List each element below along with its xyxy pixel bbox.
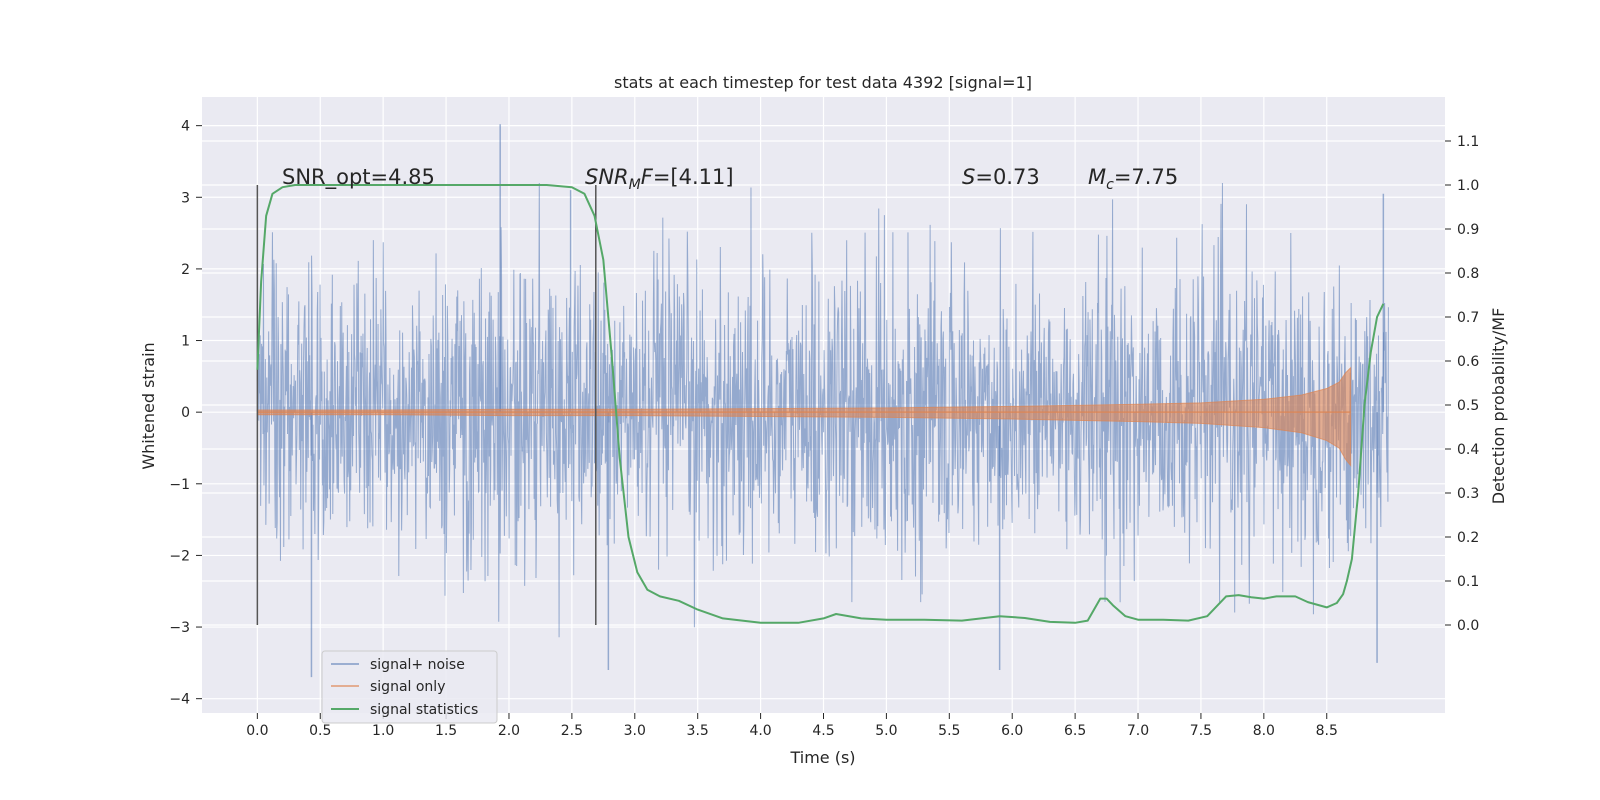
x-tick-label: 2.5 — [561, 723, 583, 739]
annotation-mc: Mc=7.75 — [1088, 165, 1178, 193]
y-right-tick-label: 0.6 — [1457, 354, 1479, 370]
vertical-markers — [256, 185, 597, 625]
signal-plus-noise-trace — [256, 182, 1389, 638]
x-tick-label: 5.5 — [938, 723, 960, 739]
x-tick-label: 3.0 — [624, 723, 646, 739]
mc-value: =7.75 — [1114, 165, 1178, 189]
y-left-tick-label: 1 — [181, 334, 190, 350]
mc-subscript: c — [1106, 177, 1114, 193]
x-tick-label: 6.5 — [1064, 723, 1086, 739]
y-right-tick-label: 0.8 — [1457, 266, 1479, 282]
x-tick-label: 4.5 — [812, 723, 834, 739]
y-right-tick-label: 0.0 — [1457, 618, 1479, 634]
y-left-tick-label: 3 — [181, 190, 190, 206]
y-right-axis-ticks: 1.1 1.0 0.9 0.8 0.7 0.6 0.5 0.4 0.3 0.2 0.1 0.0 — [1445, 134, 1479, 634]
y-right-tick-label: 0.4 — [1457, 442, 1479, 458]
snr-mf-value: =[4.11] — [653, 165, 734, 189]
x-tick-label: 7.5 — [1190, 723, 1212, 739]
series-signal-plus-noise — [256, 124, 1389, 678]
chart-title: stats at each timestep for test data 439… — [614, 73, 1032, 92]
x-tick-label: 8.0 — [1253, 723, 1275, 739]
annotation-s: S=0.73 — [962, 165, 1040, 189]
legend-label-signal-plus-noise: signal+ noise — [370, 657, 465, 673]
legend-label-signal-statistics: signal statistics — [370, 702, 478, 718]
x-tick-label: 0.0 — [246, 723, 268, 739]
x-axis-ticks: 0.0 0.5 1.0 1.5 2.0 2.5 3.0 3.5 4.0 4.5 5.0 5.5 6.0 6… — [246, 713, 1338, 739]
x-tick-label: 4.0 — [749, 723, 771, 739]
y-right-tick-label: 0.1 — [1457, 574, 1479, 590]
snr-mf-symbol-f: F — [641, 165, 654, 189]
y-right-tick-label: 0.7 — [1457, 310, 1479, 326]
x-tick-label: 2.0 — [498, 723, 520, 739]
legend-label-signal-only: signal only — [370, 679, 445, 695]
series-signal-only — [256, 366, 1352, 467]
x-axis-label: Time (s) — [789, 748, 855, 767]
signal-statistics-line — [256, 184, 1385, 624]
y-left-tick-label: −3 — [169, 620, 190, 636]
y-left-tick-label: −4 — [169, 692, 190, 708]
s-value: =0.73 — [975, 165, 1039, 189]
y-right-tick-label: 0.5 — [1457, 398, 1479, 414]
x-tick-label: 5.0 — [875, 723, 897, 739]
y-right-tick-label: 1.0 — [1457, 178, 1479, 194]
x-tick-label: 7.0 — [1127, 723, 1149, 739]
y-right-tick-label: 1.1 — [1457, 134, 1479, 150]
y-right-tick-label: 0.3 — [1457, 486, 1479, 502]
series-signal-statistics — [256, 184, 1385, 624]
legend: signal+ noise signal only signal statist… — [321, 650, 498, 724]
signal-only-envelope — [256, 366, 1352, 467]
y-left-tick-label: −2 — [169, 548, 190, 564]
annotation-snr-mf: SNRMF=[4.11] — [585, 165, 734, 193]
y-left-tick-label: 2 — [181, 262, 190, 278]
snr-mf-subscript: M — [629, 177, 641, 193]
y-left-tick-label: 0 — [181, 405, 190, 421]
y-left-tick-label: −1 — [169, 477, 190, 493]
x-tick-label: 8.5 — [1316, 723, 1338, 739]
y-left-axis-ticks: 4 3 2 1 0 −1 −2 −3 −4 — [169, 119, 202, 708]
y-right-axis-label: Detection probability/MF — [1489, 308, 1508, 505]
x-tick-label: 0.5 — [309, 723, 331, 739]
y-right-tick-label: 0.2 — [1457, 530, 1479, 546]
x-tick-label: 1.0 — [372, 723, 394, 739]
y-left-tick-label: 4 — [181, 119, 190, 135]
x-tick-label: 1.5 — [435, 723, 457, 739]
x-tick-label: 3.5 — [687, 723, 709, 739]
y-right-tick-label: 0.9 — [1457, 222, 1479, 238]
legend-box — [321, 650, 498, 724]
y-left-axis-label: Whitened strain — [139, 342, 158, 469]
s-symbol: S — [962, 165, 975, 189]
annotation-snr-opt: SNR_opt=4.85 — [282, 165, 435, 190]
mc-symbol: M — [1088, 165, 1106, 189]
snr-mf-symbol: SNR — [585, 165, 629, 189]
x-tick-label: 6.0 — [1001, 723, 1023, 739]
